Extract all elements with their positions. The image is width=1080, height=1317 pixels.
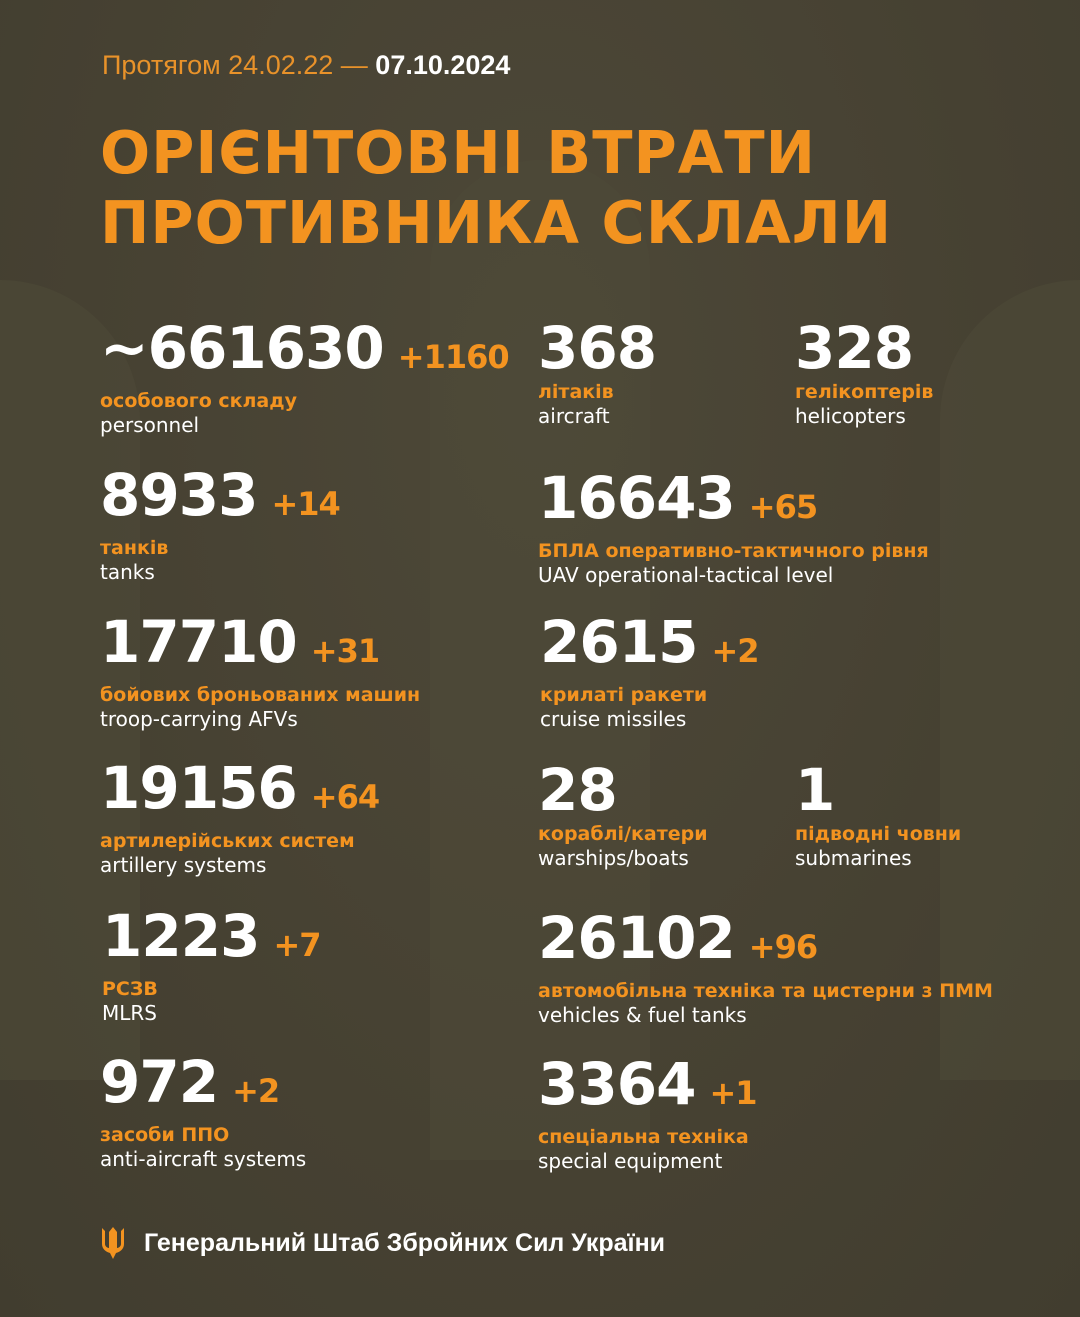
stat-item: ~661630 +1160 особового складу personnel (100, 318, 510, 438)
stat-item: 28 кораблі/катери warships/boats (538, 760, 708, 871)
stat-label-ua: артилерійських систем (100, 830, 355, 852)
stat-label-en: tanks (100, 560, 155, 584)
stat-label-ua: особового складу (100, 390, 297, 412)
stat-label-en: cruise missiles (540, 707, 687, 731)
stat-delta: +31 (310, 632, 380, 670)
stat-total: 16643 (538, 464, 736, 532)
stat-value: 28 (538, 760, 708, 820)
stat-item: 19156 +64 артилерійських систем artillery… (100, 758, 380, 878)
stat-value: 972 +2 (100, 1052, 306, 1121)
stat-value: 1223 +7 (102, 906, 322, 975)
stat-value: 8933 +14 (100, 465, 341, 534)
stat-label-ua: бойових броньованих машин (100, 684, 421, 706)
period-date: 07.10.2024 (375, 50, 511, 80)
stat-total: 28 (538, 756, 618, 824)
period-prefix: Протягом 24.02.22 — (102, 50, 368, 80)
stat-delta: +65 (748, 488, 818, 526)
stat-total: 2615 (540, 608, 698, 676)
stat-total: 19156 (100, 754, 298, 822)
stat-value: 368 (538, 318, 657, 378)
stat-item: 17710 +31 бойових броньованих машин troop… (100, 612, 420, 732)
stat-total: 972 (100, 1048, 219, 1116)
stat-label-ua: автомобільна техніка та цистерни з ПММ (538, 980, 993, 1002)
title-line-1: ОРІЄНТОВНІ ВТРАТИ (100, 118, 817, 187)
stat-delta: +1160 (397, 338, 510, 376)
stat-label-ua: засоби ППО (100, 1124, 230, 1146)
stat-item: 2615 +2 крилаті ракети cruise missiles (540, 612, 760, 732)
stat-item: 972 +2 засоби ППО anti-aircraft systems (100, 1052, 306, 1172)
stat-label-en: troop-carrying AFVs (100, 707, 298, 731)
stat-total: 368 (538, 314, 657, 382)
stat-delta: +1 (709, 1074, 757, 1112)
trident-watermark-center (430, 160, 650, 1160)
stat-value: 19156 +64 (100, 758, 380, 827)
stat-label-en: artillery systems (100, 853, 267, 877)
trident-icon (102, 1227, 124, 1259)
trident-watermark-left (0, 280, 140, 1080)
stat-total: 8933 (100, 461, 258, 529)
stat-value: 26102 +96 (538, 908, 993, 977)
footer: Генеральний Штаб Збройних Сил України (100, 1226, 665, 1260)
stat-value: 2615 +2 (540, 612, 760, 681)
page-title: ОРІЄНТОВНІ ВТРАТИ ПРОТИВНИКА СКЛАЛИ (100, 118, 1000, 258)
stat-delta: +7 (273, 926, 321, 964)
stat-label-ua: спеціальна техніка (538, 1126, 749, 1148)
stat-label-en: vehicles & fuel tanks (538, 1003, 747, 1027)
stat-value: ~661630 +1160 (100, 318, 510, 387)
stat-label-ua: літаків (538, 381, 614, 403)
title-line-2: ПРОТИВНИКА СКЛАЛИ (100, 188, 893, 257)
stat-item: 368 літаків aircraft (538, 318, 657, 429)
footer-text: Генеральний Штаб Збройних Сил України (144, 1228, 666, 1257)
stat-item: 26102 +96 автомобільна техніка та цистерн… (538, 908, 993, 1028)
stat-total: 3364 (538, 1050, 696, 1118)
stat-item: 3364 +1 спеціальна техніка special equipm… (538, 1054, 758, 1174)
stat-delta: +2 (232, 1072, 280, 1110)
stat-label-en: special equipment (538, 1149, 723, 1173)
stat-delta: +64 (310, 778, 380, 816)
stat-label-en: submarines (795, 846, 912, 870)
stat-total: 1223 (102, 902, 260, 970)
stat-total: ~661630 (100, 314, 385, 382)
stat-value: 1 (795, 760, 961, 820)
stat-label-en: aircraft (538, 404, 610, 428)
stat-total: 1 (795, 756, 835, 824)
stat-delta: +14 (271, 485, 340, 523)
stat-item: 328 гелікоптерів helicopters (795, 318, 933, 429)
stat-delta: +2 (711, 632, 759, 670)
trident-watermark-right (940, 280, 1080, 1080)
stat-item: 1223 +7 РСЗВ MLRS (102, 906, 322, 1026)
stat-label-ua: крилаті ракети (540, 684, 708, 706)
stat-value: 17710 +31 (100, 612, 420, 681)
stat-label-en: warships/boats (538, 846, 689, 870)
stat-label-ua: БПЛА оперативно-тактичного рівня (538, 540, 929, 562)
stat-label-ua: підводні човни (795, 823, 962, 845)
stat-label-en: personnel (100, 413, 200, 437)
stat-label-en: MLRS (102, 1001, 157, 1025)
stat-delta: +96 (748, 928, 818, 966)
stat-label-ua: танків (100, 537, 169, 559)
stat-label-en: helicopters (795, 404, 906, 428)
stat-item: 16643 +65 БПЛА оперативно-тактичного рівн… (538, 468, 929, 588)
stat-item: 1 підводні човни submarines (795, 760, 961, 871)
stat-value: 16643 +65 (538, 468, 929, 537)
stat-label-ua: гелікоптерів (795, 381, 934, 403)
stat-total: 328 (795, 314, 914, 382)
stat-label-en: UAV operational-tactical level (538, 563, 834, 587)
stat-value: 3364 +1 (538, 1054, 758, 1123)
stat-label-en: anti-aircraft systems (100, 1147, 307, 1171)
stat-total: 17710 (100, 608, 298, 676)
stat-label-ua: кораблі/катери (538, 823, 708, 845)
stat-item: 8933 +14 танків tanks (100, 465, 341, 585)
stat-total: 26102 (538, 904, 736, 972)
period-text: Протягом 24.02.22 — 07.10.2024 (102, 50, 510, 81)
stat-label-ua: РСЗВ (102, 978, 158, 1000)
stat-value: 328 (795, 318, 933, 378)
